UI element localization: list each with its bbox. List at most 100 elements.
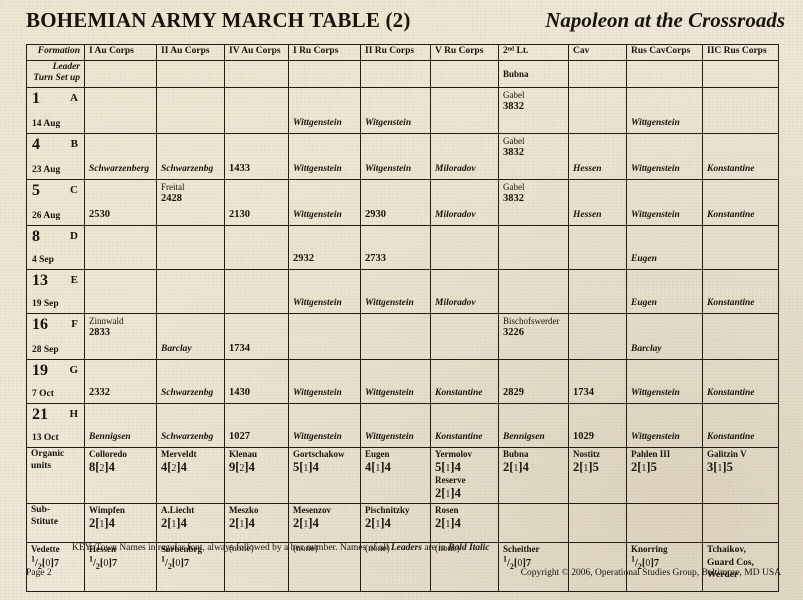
table-row: 5 C 26 Aug 2530 Freital 2428 2130 Wittgenstein 2…	[26, 179, 779, 226]
hex-number: 3832	[503, 146, 524, 158]
leader-name: Konstantine	[707, 210, 755, 221]
vedette-label-text: Vedette	[31, 543, 60, 554]
leader-name: Konstantine	[707, 298, 755, 309]
substitute-cell-7	[568, 502, 627, 543]
leader-name: Konstantine	[707, 164, 755, 175]
cell-r1-c7: Hessen	[568, 133, 627, 180]
leader-name: Wittgenstein	[631, 388, 680, 399]
leader-row-cell-1	[156, 60, 225, 88]
turn-number: 19	[32, 362, 48, 379]
cell-r2-c4: 2930	[360, 179, 431, 226]
substitute-row: Sub- Stitute Wimpfen 2[1]4 A.Liecht 2[1]4 Mesz…	[26, 502, 779, 543]
leader-row-cell-6: Bubna	[498, 60, 569, 88]
cell-r3-c7	[568, 225, 627, 270]
table-row: 19 G 7 Oct 2332 Schwarzenbg 1430 Wittgenstein W…	[26, 359, 779, 404]
cell-r6-c3: Wittgenstein	[288, 359, 361, 404]
page-number: Page 2	[26, 568, 52, 578]
organic-units-label: Organic units	[26, 447, 85, 504]
leader-row-cell-9	[702, 60, 779, 88]
leader-name: Eugen	[631, 298, 657, 309]
leader-name: Wittgenstein	[631, 164, 680, 175]
leader-name: Miloradov	[435, 210, 476, 221]
hex-number: 3832	[503, 100, 524, 112]
vedette-cell-7	[568, 541, 627, 592]
cell-r2-c9: Konstantine	[702, 179, 779, 226]
hex-number: 2833	[89, 326, 110, 338]
turn-cell-2: 5 C 26 Aug	[26, 179, 85, 226]
leader-name: Konstantine	[435, 432, 483, 443]
unit-name: Wimpfen	[89, 504, 125, 515]
cell-r4-c4: Wittgenstein	[360, 269, 431, 314]
turn-cell-7: 21 H 13 Oct	[26, 403, 85, 448]
leader-row-cell-2	[224, 60, 289, 88]
none-marker: (none)	[365, 543, 390, 554]
unit-name: Meszko	[229, 504, 259, 515]
header-col-7: Cav	[568, 44, 627, 61]
leader-name: Miloradov	[435, 164, 476, 175]
unit-code: 1/2[0]7	[161, 554, 190, 572]
turn-cell-5: 16 F 28 Sep	[26, 313, 85, 360]
leader-name: Wittgenstein	[293, 298, 342, 309]
table-row: 16 F 28 Sep Zinnwald 2833 Barclay 1734 Bischofs…	[26, 313, 779, 360]
table-row: 4 B 23 Aug Schwarzenberg Schwarzenbg 1433 Witt…	[26, 133, 779, 180]
town-name: Gabel	[503, 90, 525, 100]
unit-name: Bubna	[503, 449, 529, 459]
vedette-row: Vedette 1/2[0]7 Hessen 1/2[0]7 Sorbenbrg 1/2[…	[26, 541, 779, 592]
header-col-4: II Ru Corps	[360, 44, 431, 61]
unit-name: Mesenzov	[293, 504, 331, 515]
leader-name: Schwarzenbg	[161, 388, 214, 399]
leader-name: Wittgenstein	[631, 432, 680, 443]
town-name: Bischofswerder	[503, 316, 560, 326]
cell-r0-c0	[84, 87, 157, 134]
formation-letter: B	[70, 138, 78, 150]
cell-r3-c1	[156, 225, 225, 270]
cell-r2-c3: Wittgenstein	[288, 179, 361, 226]
cell-r5-c3	[288, 313, 361, 360]
organic-cell-5: Yermolov 5[1]4 Reserve 2[1]4	[430, 447, 499, 504]
substitute-cell-2: Meszko 2[1]4	[224, 502, 289, 543]
cell-r5-c6: Bischofswerder 3226	[498, 313, 569, 360]
hex-number: 2332	[89, 386, 110, 398]
unit-name: Sorbenbrg	[161, 543, 203, 554]
cell-r1-c6: Gabel 3832	[498, 133, 569, 180]
hex-number: 1027	[229, 430, 250, 442]
formation-letter: G	[69, 364, 78, 376]
cell-r5-c2: 1734	[224, 313, 289, 360]
title-bar: BOHEMIAN ARMY MARCH TABLE (2) Napoleon a…	[26, 8, 785, 40]
cell-r6-c0: 2332	[84, 359, 157, 404]
unit-code: 2[1]4	[293, 515, 319, 530]
cell-r3-c2	[224, 225, 289, 270]
substitute-label-l1: Sub-	[31, 504, 51, 515]
unit-name: Pischnitzky	[365, 504, 410, 515]
cell-r4-c3: Wittgenstein	[288, 269, 361, 314]
cell-r2-c0: 2530	[84, 179, 157, 226]
unit-name: A.Liecht	[161, 504, 195, 515]
organic-units-label-l1: Organic	[31, 449, 65, 459]
leader-name: Witgenstein	[365, 164, 412, 175]
cell-r5-c7	[568, 313, 627, 360]
turn-number: 16	[32, 316, 48, 333]
header-col-6: 2ⁿᵈ Lt.	[498, 44, 569, 61]
substitute-cell-6	[498, 502, 569, 543]
page-title: BOHEMIAN ARMY MARCH TABLE (2)	[26, 8, 411, 32]
vedette-line: Werder	[707, 570, 739, 581]
leader-name: Wittgenstein	[631, 118, 680, 129]
cell-r6-c2: 1430	[224, 359, 289, 404]
cell-r4-c5: Miloradov	[430, 269, 499, 314]
cell-r4-c1	[156, 269, 225, 314]
leader-name: Schwarzenbg	[161, 432, 214, 443]
turn-cell-3: 8 D 4 Sep	[26, 225, 85, 270]
leader-row-cell-3	[288, 60, 361, 88]
copyright-notice: Copyright © 2006, Operational Studies Gr…	[520, 568, 781, 578]
cell-r2-c7: Hessen	[568, 179, 627, 226]
formation-letter: E	[70, 274, 78, 286]
none-marker: (none)	[293, 543, 318, 554]
cell-r1-c1: Schwarzenbg	[156, 133, 225, 180]
formation-letter: A	[70, 92, 78, 104]
turn-number: 21	[32, 406, 48, 423]
formation-letter: F	[71, 318, 78, 330]
organic-units-label-l2: units	[31, 460, 52, 471]
vedette-cell-2: (none)	[224, 541, 289, 592]
organic-cell-9: Galitzin V 3[1]5	[702, 447, 779, 504]
leader-name: Wittgenstein	[293, 432, 342, 443]
